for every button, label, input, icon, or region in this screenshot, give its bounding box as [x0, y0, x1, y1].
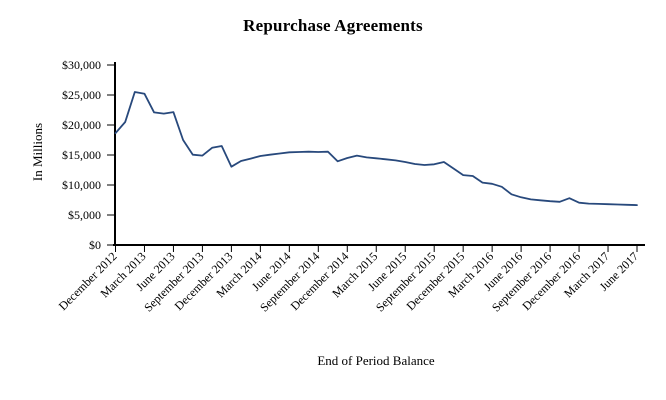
- y-axis-tick-label: $5,000: [68, 208, 101, 222]
- y-axis-tick-label: $0: [89, 238, 101, 252]
- repurchase-agreements-data-line: [114, 91, 638, 207]
- y-axis-tick-label: $30,000: [62, 58, 101, 72]
- y-axis-tick-label: $25,000: [62, 88, 101, 102]
- y-axis-tick-label: $20,000: [62, 118, 101, 132]
- y-axis-tick-label: $10,000: [62, 178, 101, 192]
- chart-title: Repurchase Agreements: [243, 16, 423, 35]
- y-axis-tick-label: $15,000: [62, 148, 101, 162]
- x-axis-title: End of Period Balance: [317, 353, 435, 368]
